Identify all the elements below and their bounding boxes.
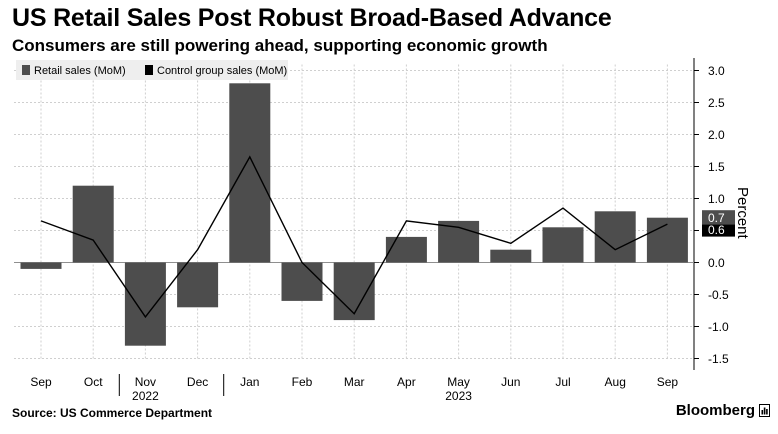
x-year-label: 2023 [445, 389, 472, 400]
bar-retail-sales [20, 262, 62, 269]
y-tick-label: 0.0 [708, 256, 725, 270]
bar-retail-sales [281, 262, 323, 301]
y-tick-label: 2.0 [708, 128, 725, 142]
x-tick-label: Feb [292, 375, 313, 389]
bar-retail-sales [333, 262, 375, 321]
bar-retail-sales [72, 185, 114, 263]
chart-area: 3.02.52.01.51.00.50.0-0.5-1.0-1.50.70.6P… [14, 58, 751, 400]
bar-retail-sales [594, 211, 636, 263]
y-tick-label: 3.0 [708, 64, 725, 78]
y-tick-label: 1.5 [708, 160, 725, 174]
x-tick-label: Nov [135, 375, 156, 389]
x-tick-label: Sep [657, 375, 679, 389]
x-tick-label: Aug [605, 375, 626, 389]
end-label-retail-sales: 0.7 [708, 211, 725, 225]
y-tick-label: -1.0 [708, 320, 729, 334]
bar-retail-sales [177, 262, 219, 308]
x-year-label: 2022 [132, 389, 159, 400]
x-tick-label: May [447, 375, 470, 389]
y-tick-label: -1.5 [708, 352, 729, 366]
end-label-control-group: 0.6 [708, 223, 725, 237]
source-note: Source: US Commerce Department [12, 406, 213, 420]
y-tick-label: -0.5 [708, 288, 729, 302]
terminal-icon [759, 404, 770, 417]
chart-subtitle: Consumers are still powering ahead, supp… [12, 36, 548, 55]
end-tag-retail-sales [702, 210, 735, 226]
bar-retail-sales [124, 262, 166, 346]
x-tick-label: Jul [555, 375, 570, 389]
x-tick-label: Jun [501, 375, 520, 389]
bloomberg-logo: Bloomberg [676, 402, 770, 419]
y-tick-label: 1.0 [708, 192, 725, 206]
x-tick-label: Jan [240, 375, 259, 389]
chart-title: US Retail Sales Post Robust Broad-Based … [12, 4, 612, 32]
x-tick-label: Oct [84, 375, 103, 389]
legend-swatch-retail-sales [22, 65, 30, 75]
x-tick-label: Mar [344, 375, 365, 389]
x-tick-label: Dec [187, 375, 208, 389]
bar-retail-sales [490, 249, 532, 263]
x-tick-label: Apr [397, 375, 416, 389]
legend-swatch-control-group [145, 65, 153, 75]
legend-label-control-group: Control group sales (MoM) [157, 65, 287, 77]
brand-name: Bloomberg [675, 402, 755, 419]
legend-label-retail-sales: Retail sales (MoM) [34, 65, 126, 77]
bar-retail-sales [229, 83, 271, 263]
x-tick-label: Sep [30, 375, 52, 389]
bar-retail-sales [542, 227, 584, 263]
bar-retail-sales [385, 236, 427, 263]
end-tag-control-group [702, 224, 735, 237]
y-axis-label: Percent [734, 187, 751, 240]
bar-retail-sales [646, 217, 688, 263]
y-tick-label: 2.5 [708, 96, 725, 110]
